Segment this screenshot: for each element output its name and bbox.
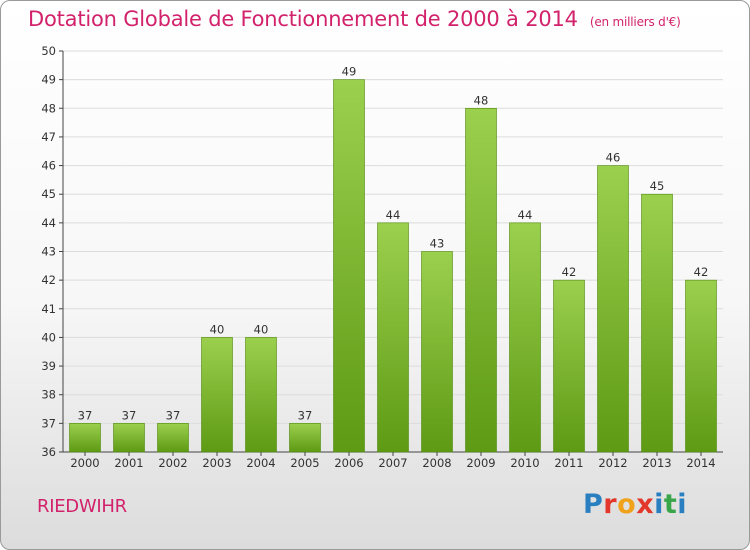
data-label-2006: 49 — [342, 65, 357, 79]
chart-title-unit: (en milliers d'€) — [589, 15, 681, 29]
bar-2004 — [245, 337, 277, 453]
data-label-2011: 42 — [562, 265, 577, 279]
logo-letter: t — [663, 489, 678, 520]
bar-2002 — [157, 423, 189, 453]
x-tick-label-2001: 2001 — [114, 456, 143, 470]
bar-2009 — [465, 107, 497, 453]
y-tick-label: 37 — [41, 416, 56, 430]
bar-2003 — [201, 337, 233, 453]
y-tick-label: 45 — [41, 187, 56, 201]
data-label-2004: 40 — [254, 322, 269, 336]
x-tick-label-2012: 2012 — [598, 456, 627, 470]
data-label-2001: 37 — [122, 408, 137, 422]
bar-2012 — [597, 165, 629, 453]
data-label-2010: 44 — [518, 208, 533, 222]
chart-title-main: Dotation Globale de Fonctionnement de 20… — [28, 7, 578, 31]
y-tick-label: 44 — [41, 216, 56, 230]
chart-title: Dotation Globale de Fonctionnement de 20… — [28, 7, 681, 31]
logo-letter: i — [677, 489, 688, 520]
x-tick-label-2011: 2011 — [554, 456, 583, 470]
bar-2014 — [685, 279, 717, 453]
logo-letter: r — [603, 489, 618, 520]
bar-2007 — [377, 222, 409, 453]
logo-letter: P — [583, 489, 604, 520]
bar-2011 — [553, 279, 585, 453]
y-tick-label: 41 — [41, 302, 56, 316]
x-tick-label-2002: 2002 — [158, 456, 187, 470]
y-tick-label: 50 — [41, 44, 56, 58]
bar-2000 — [69, 423, 101, 453]
x-tick-label-2009: 2009 — [466, 456, 495, 470]
data-label-2012: 46 — [606, 151, 621, 165]
bar-2001 — [113, 423, 145, 453]
data-label-2002: 37 — [166, 408, 181, 422]
data-label-2008: 43 — [430, 237, 445, 251]
data-label-2003: 40 — [210, 322, 225, 336]
y-tick-label: 36 — [41, 445, 56, 459]
x-tick-label-2013: 2013 — [642, 456, 671, 470]
bar-2010 — [509, 222, 541, 453]
x-tick-label-2000: 2000 — [70, 456, 99, 470]
x-tick-label-2005: 2005 — [290, 456, 319, 470]
x-tick-label-2004: 2004 — [246, 456, 275, 470]
y-tick-label: 39 — [41, 359, 56, 373]
x-tick-label-2006: 2006 — [334, 456, 363, 470]
logo-letter: x — [636, 489, 655, 520]
logo-letter: i — [654, 489, 664, 520]
data-label-2014: 42 — [694, 265, 709, 279]
logo-letter: o — [617, 489, 637, 520]
x-tick-label-2008: 2008 — [422, 456, 451, 470]
bar-2013 — [641, 193, 673, 453]
x-tick-label-2003: 2003 — [202, 456, 231, 470]
y-tick-label: 43 — [41, 245, 56, 259]
commune-name: RIEDWIHR — [37, 496, 127, 517]
data-label-2013: 45 — [650, 179, 665, 193]
y-tick-label: 38 — [41, 388, 56, 402]
y-tick-label: 49 — [41, 73, 56, 87]
y-tick-label: 47 — [41, 130, 56, 144]
bar-2006 — [333, 79, 365, 453]
data-label-2009: 48 — [474, 93, 489, 107]
proxiti-logo: Proxiti — [583, 489, 687, 520]
bar-2005 — [289, 423, 321, 453]
x-tick-label-2014: 2014 — [686, 456, 715, 470]
data-label-2005: 37 — [298, 408, 313, 422]
y-tick-label: 48 — [41, 101, 56, 115]
data-label-2007: 44 — [386, 208, 401, 222]
y-tick-label: 40 — [41, 330, 56, 344]
x-tick-label-2007: 2007 — [378, 456, 407, 470]
x-tick-label-2010: 2010 — [510, 456, 539, 470]
data-label-2000: 37 — [78, 408, 93, 422]
bar-2008 — [421, 251, 453, 453]
y-tick-label: 42 — [41, 273, 56, 287]
y-tick-label: 46 — [41, 159, 56, 173]
